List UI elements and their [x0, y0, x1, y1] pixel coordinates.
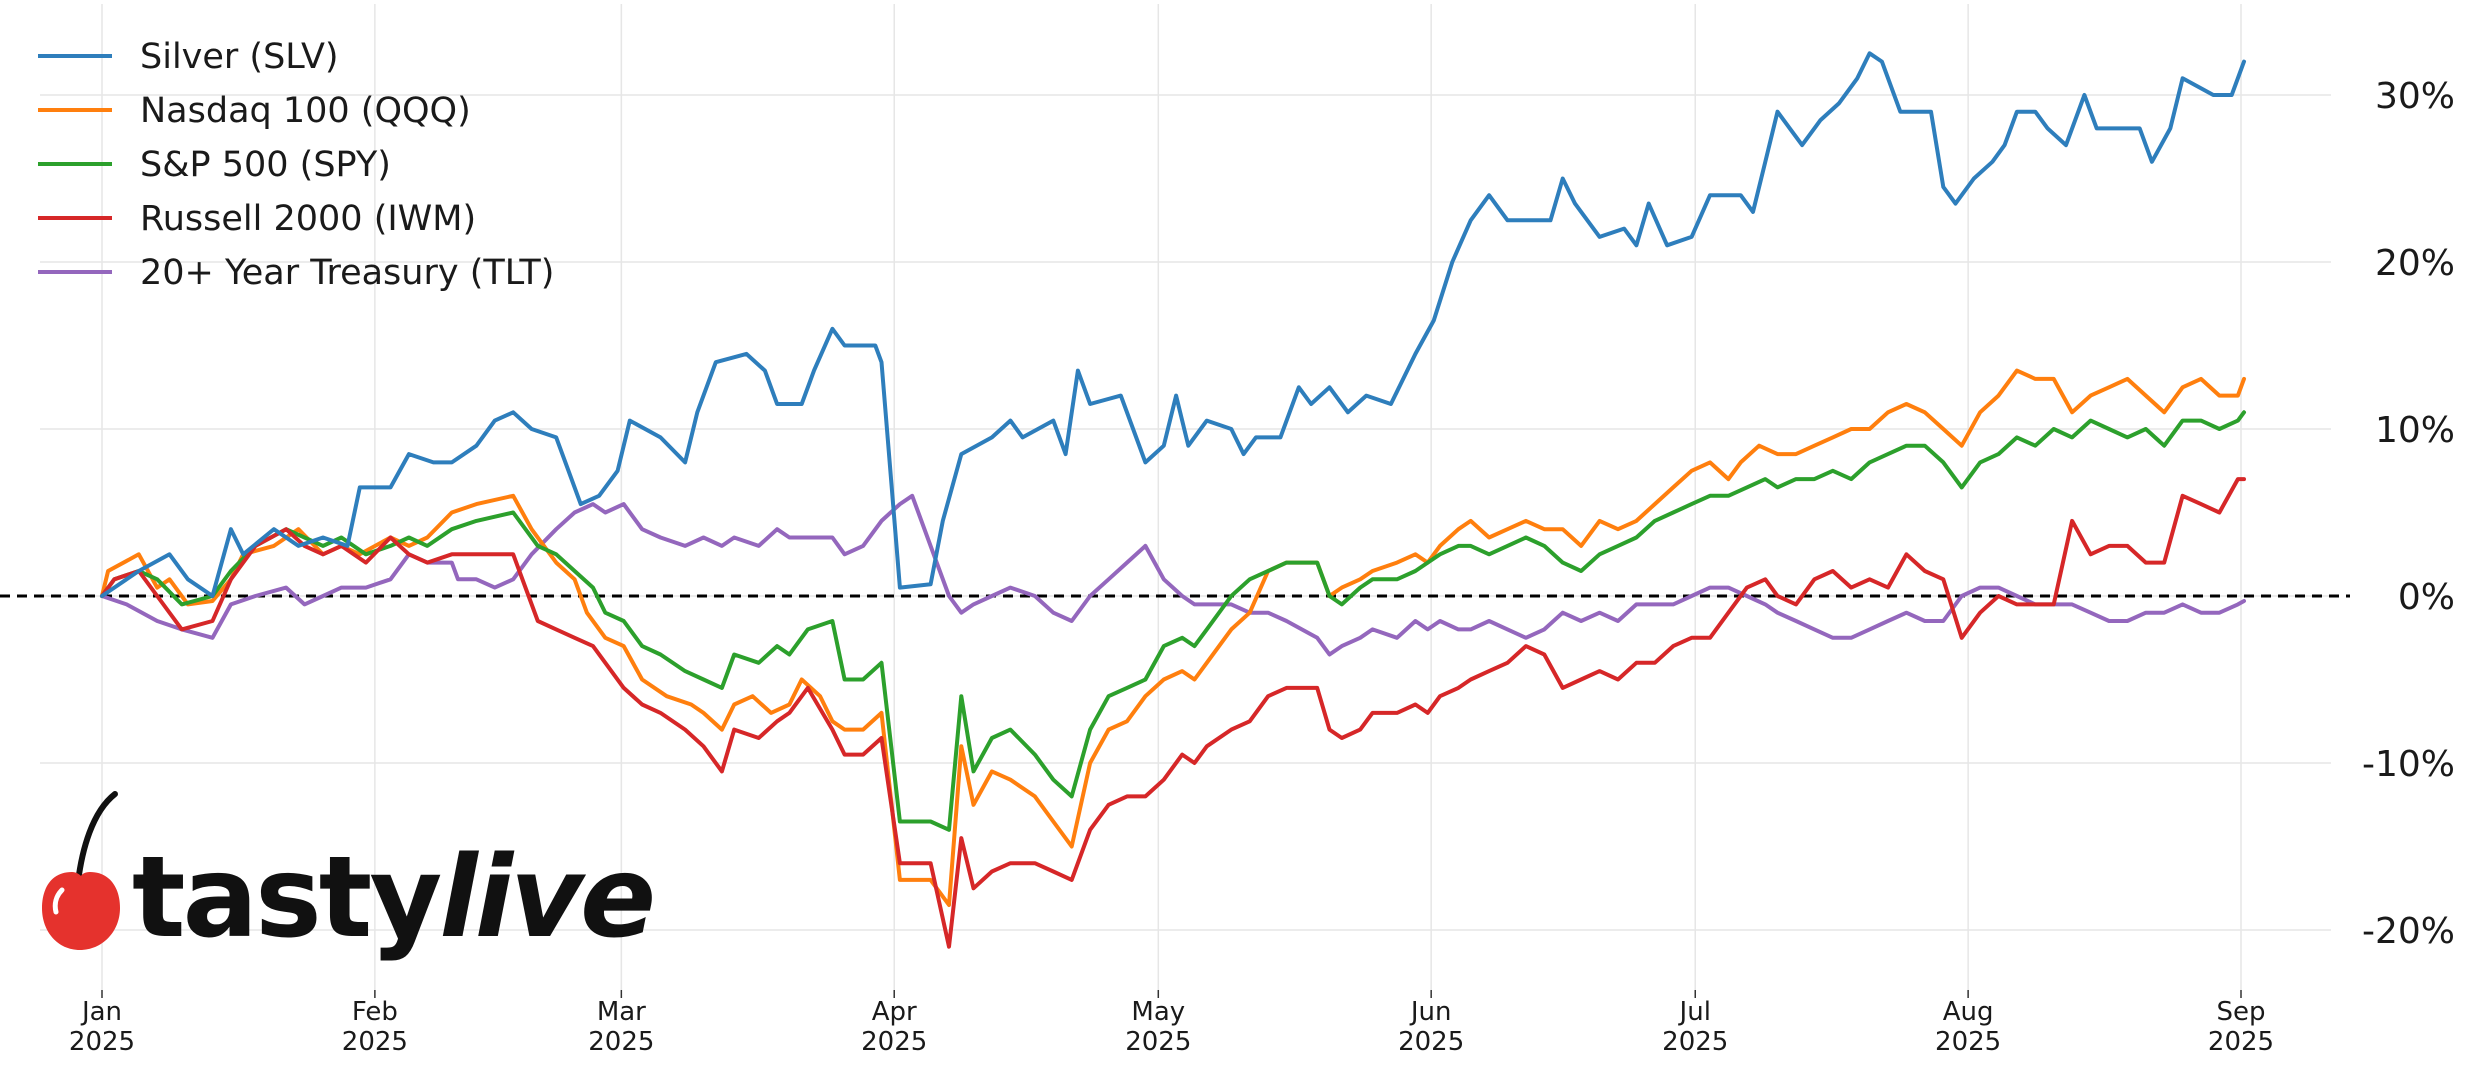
legend: Silver (SLV) Nasdaq 100 (QQQ) S&P 500 (SPY… [38, 37, 554, 293]
series-line [100, 368, 2246, 907]
series-line [100, 493, 2246, 657]
x-tick-year-label: 2025 [2208, 1027, 2274, 1057]
logo-text-bold: tasty [132, 833, 440, 963]
grid [40, 4, 2331, 990]
series-line [100, 410, 2246, 832]
x-tick-year-label: 2025 [1125, 1027, 1191, 1057]
logo-text: tastylive [132, 833, 653, 963]
x-tick-year-label: 2025 [588, 1027, 654, 1057]
legend-label: S&P 500 (SPY) [140, 145, 391, 185]
y-tick-label: 10% [2375, 410, 2455, 451]
x-tick-label: Feb [352, 997, 398, 1027]
x-axis: Jan2025Feb2025Mar2025Apr2025May2025Jun20… [69, 990, 2274, 1057]
x-tick-label: Apr [872, 997, 917, 1027]
legend-label: Silver (SLV) [140, 37, 339, 77]
legend-label: 20+ Year Treasury (TLT) [140, 253, 554, 293]
series-line [100, 477, 2246, 949]
logo-text-italic: live [439, 833, 653, 963]
x-tick-year-label: 2025 [342, 1027, 408, 1057]
x-tick-label: Mar [597, 997, 646, 1027]
x-tick-year-label: 2025 [1662, 1027, 1728, 1057]
x-tick-year-label: 2025 [1398, 1027, 1464, 1057]
x-tick-year-label: 2025 [1935, 1027, 2001, 1057]
x-tick-label: Jan [80, 997, 122, 1027]
x-tick-year-label: 2025 [69, 1027, 135, 1057]
legend-label: Nasdaq 100 (QQQ) [140, 91, 471, 131]
series-line [100, 51, 2246, 598]
legend-label: Russell 2000 (IWM) [140, 199, 476, 239]
y-tick-label: 20% [2375, 243, 2455, 284]
x-tick-label: Sep [2216, 997, 2265, 1027]
y-tick-label: -20% [2362, 911, 2455, 952]
series-group [100, 51, 2246, 949]
x-tick-year-label: 2025 [861, 1027, 927, 1057]
y-tick-label: 30% [2375, 76, 2455, 117]
y-tick-label: 0% [2398, 577, 2455, 618]
cherry-icon [42, 791, 120, 950]
x-tick-label: May [1131, 997, 1185, 1027]
x-tick-label: Jul [1678, 997, 1711, 1027]
tastylive-logo: tastylive [42, 791, 656, 963]
y-tick-label: -10% [2362, 744, 2455, 785]
x-tick-label: Jun [1409, 997, 1452, 1027]
x-tick-label: Aug [1943, 997, 1994, 1027]
y-axis: 30% 20% 10% 0% -10% -20% [2362, 76, 2455, 952]
